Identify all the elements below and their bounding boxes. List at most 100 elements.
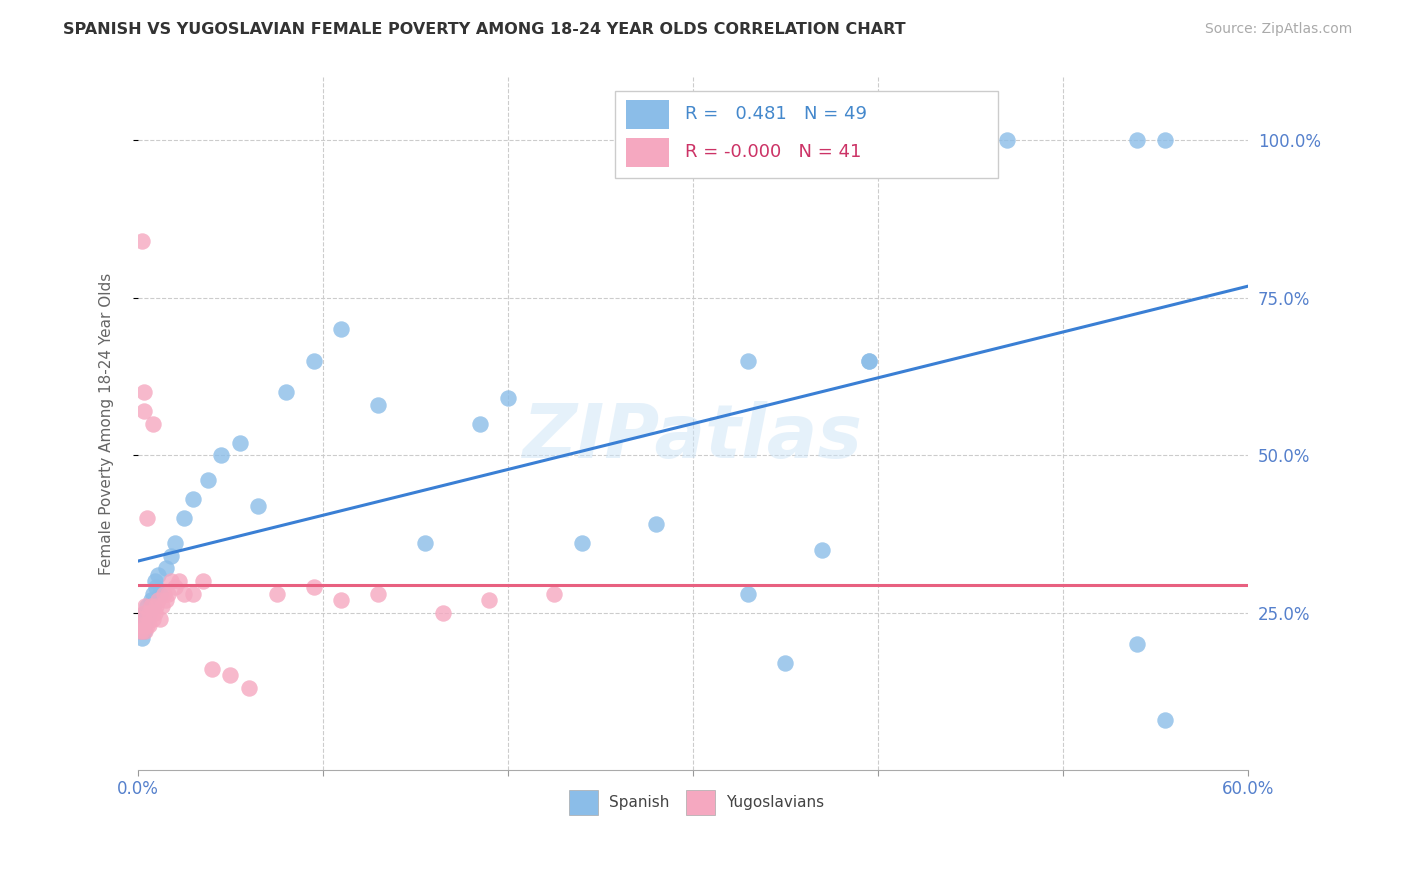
Point [266, 587, 288, 601]
Point [136, 511, 159, 525]
Point [167, 574, 190, 588]
Point [413, 536, 436, 550]
Point [197, 473, 219, 487]
Y-axis label: Female Poverty Among 18-24 Year Olds: Female Poverty Among 18-24 Year Olds [100, 273, 114, 574]
Text: Source: ZipAtlas.com: Source: ZipAtlas.com [1205, 22, 1353, 37]
Point [367, 398, 389, 412]
Text: ZIPatlas: ZIPatlas [523, 401, 863, 474]
Point [302, 353, 325, 368]
Point [138, 618, 160, 632]
Text: Spanish: Spanish [609, 795, 669, 810]
Point [163, 536, 186, 550]
Point [155, 593, 177, 607]
Text: SPANISH VS YUGOSLAVIAN FEMALE POVERTY AMONG 18-24 YEAR OLDS CORRELATION CHART: SPANISH VS YUGOSLAVIAN FEMALE POVERTY AM… [63, 22, 905, 37]
Point [775, 656, 797, 670]
Text: R = -0.000   N = 41: R = -0.000 N = 41 [685, 143, 862, 161]
Point [134, 624, 156, 639]
Point [478, 593, 501, 607]
Point [145, 580, 167, 594]
Point [131, 234, 153, 248]
Point [148, 567, 170, 582]
Point [131, 631, 153, 645]
Point [128, 612, 150, 626]
Point [160, 549, 183, 563]
Text: R =   0.481   N = 49: R = 0.481 N = 49 [685, 105, 868, 123]
Point [858, 353, 880, 368]
Point [219, 668, 242, 682]
Point [136, 618, 159, 632]
Point [173, 587, 195, 601]
Point [238, 681, 260, 695]
Point [1126, 133, 1149, 147]
Point [128, 624, 150, 639]
Point [148, 593, 170, 607]
Point [997, 133, 1019, 147]
Point [153, 587, 176, 601]
Point [173, 511, 195, 525]
Point [700, 133, 723, 147]
Point [737, 353, 759, 368]
Point [191, 574, 214, 588]
Point [143, 606, 166, 620]
Point [136, 599, 159, 614]
Point [302, 580, 325, 594]
Point [682, 133, 704, 147]
Point [247, 499, 270, 513]
Point [131, 624, 153, 639]
Point [432, 606, 454, 620]
Point [132, 606, 155, 620]
Point [128, 624, 150, 639]
Point [139, 593, 162, 607]
Point [330, 322, 353, 336]
Point [132, 624, 155, 639]
Point [163, 580, 186, 594]
Text: Yugoslavians: Yugoslavians [727, 795, 824, 810]
Point [858, 353, 880, 368]
Point [132, 612, 155, 626]
Point [143, 574, 166, 588]
Point [155, 561, 177, 575]
Point [142, 599, 165, 614]
Point [131, 618, 153, 632]
Point [228, 435, 250, 450]
Point [645, 517, 668, 532]
Point [1153, 713, 1175, 727]
Point [134, 618, 156, 632]
Point [145, 599, 167, 614]
Point [737, 587, 759, 601]
Point [142, 612, 165, 626]
Point [131, 618, 153, 632]
Point [496, 392, 519, 406]
Point [183, 587, 205, 601]
Point [367, 587, 389, 601]
Point [811, 542, 834, 557]
Point [150, 599, 173, 614]
Point [922, 133, 945, 147]
Point [470, 417, 492, 431]
Point [149, 612, 172, 626]
Point [139, 599, 162, 614]
Point [156, 587, 179, 601]
Point [1153, 133, 1175, 147]
Point [134, 599, 156, 614]
Point [132, 385, 155, 400]
FancyBboxPatch shape [616, 91, 998, 178]
Point [274, 385, 297, 400]
Point [160, 574, 183, 588]
Point [209, 448, 232, 462]
Point [543, 587, 565, 601]
Point [138, 606, 160, 620]
Point [149, 587, 172, 601]
Bar [568, 790, 598, 815]
Point [330, 593, 353, 607]
Point [571, 536, 593, 550]
Bar [686, 790, 716, 815]
Point [138, 606, 160, 620]
Point [142, 587, 165, 601]
Point [132, 404, 155, 418]
Point [1126, 637, 1149, 651]
Point [201, 662, 224, 676]
Point [136, 612, 159, 626]
Bar [627, 137, 669, 167]
Point [142, 417, 165, 431]
